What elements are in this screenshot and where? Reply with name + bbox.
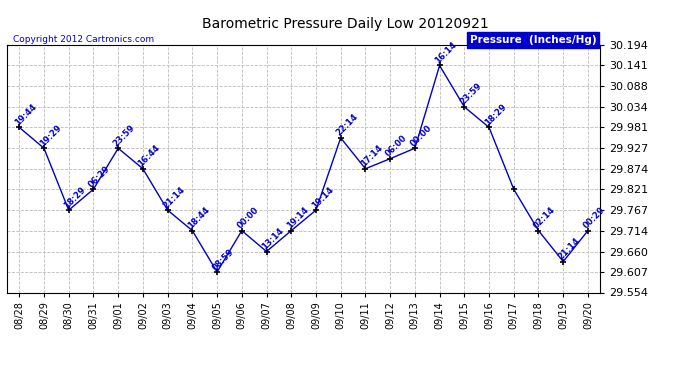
Text: 22:14: 22:14 xyxy=(335,112,359,138)
Text: 18:29: 18:29 xyxy=(62,185,88,210)
Text: Pressure  (Inches/Hg): Pressure (Inches/Hg) xyxy=(470,35,596,45)
Text: 23:59: 23:59 xyxy=(458,82,483,107)
Text: 00:00: 00:00 xyxy=(235,206,260,231)
Text: 16:14: 16:14 xyxy=(433,40,459,66)
Text: 21:14: 21:14 xyxy=(161,185,186,210)
Text: Copyright 2012 Cartronics.com: Copyright 2012 Cartronics.com xyxy=(13,35,154,44)
Text: 06:29: 06:29 xyxy=(87,164,112,189)
Text: 19:14: 19:14 xyxy=(285,206,310,231)
Text: 21:14: 21:14 xyxy=(557,236,582,261)
Text: 18:44: 18:44 xyxy=(186,206,211,231)
Text: 00:00: 00:00 xyxy=(408,123,433,148)
Text: 13:14: 13:14 xyxy=(260,226,286,252)
Text: 19:44: 19:44 xyxy=(13,102,38,128)
Text: 02:14: 02:14 xyxy=(532,206,558,231)
Text: 19:29: 19:29 xyxy=(38,123,63,148)
Text: 19:14: 19:14 xyxy=(310,185,335,210)
Text: 08:59: 08:59 xyxy=(210,247,236,272)
Text: Barometric Pressure Daily Low 20120921: Barometric Pressure Daily Low 20120921 xyxy=(201,17,489,31)
Text: 18:29: 18:29 xyxy=(483,102,508,128)
Text: 17:14: 17:14 xyxy=(359,144,384,169)
Text: 06:00: 06:00 xyxy=(384,134,409,159)
Text: 23:59: 23:59 xyxy=(112,123,137,148)
Text: 00:29: 00:29 xyxy=(582,206,607,231)
Text: 16:44: 16:44 xyxy=(137,143,162,169)
